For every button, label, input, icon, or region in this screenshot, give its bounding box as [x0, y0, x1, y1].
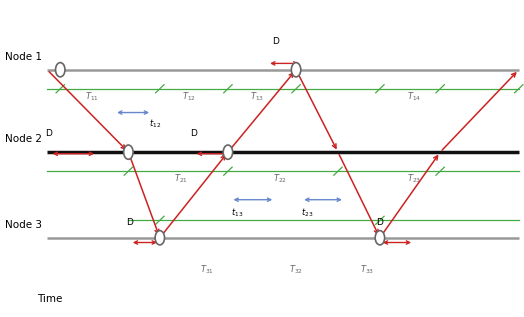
Ellipse shape	[223, 145, 233, 159]
Text: $t_{13}$: $t_{13}$	[231, 206, 243, 218]
Text: $T_{33}$: $T_{33}$	[359, 263, 374, 276]
Ellipse shape	[375, 231, 385, 245]
Ellipse shape	[56, 63, 65, 77]
Text: $T_{23}$: $T_{23}$	[407, 173, 421, 185]
Text: Node 3: Node 3	[5, 220, 42, 230]
Text: $T_{31}$: $T_{31}$	[200, 263, 214, 276]
Text: D: D	[376, 218, 383, 227]
Text: $T_{13}$: $T_{13}$	[249, 90, 264, 103]
Text: $t_{12}$: $t_{12}$	[149, 118, 161, 130]
Text: $T_{22}$: $T_{22}$	[274, 173, 287, 185]
Text: D: D	[46, 129, 52, 138]
Text: D: D	[190, 129, 196, 138]
Text: $T_{14}$: $T_{14}$	[407, 90, 421, 103]
Text: D: D	[272, 37, 279, 46]
Ellipse shape	[124, 145, 133, 159]
Text: $t_{23}$: $t_{23}$	[301, 206, 314, 218]
Text: Node 1: Node 1	[5, 52, 42, 62]
Text: Time: Time	[37, 294, 62, 304]
Text: $T_{32}$: $T_{32}$	[289, 263, 303, 276]
Text: $T_{12}$: $T_{12}$	[182, 90, 195, 103]
Text: D: D	[126, 218, 133, 227]
Ellipse shape	[155, 231, 165, 245]
Text: Node 2: Node 2	[5, 134, 42, 144]
Text: $T_{11}$: $T_{11}$	[85, 90, 99, 103]
Text: $T_{21}$: $T_{21}$	[174, 173, 188, 185]
Ellipse shape	[291, 63, 301, 77]
